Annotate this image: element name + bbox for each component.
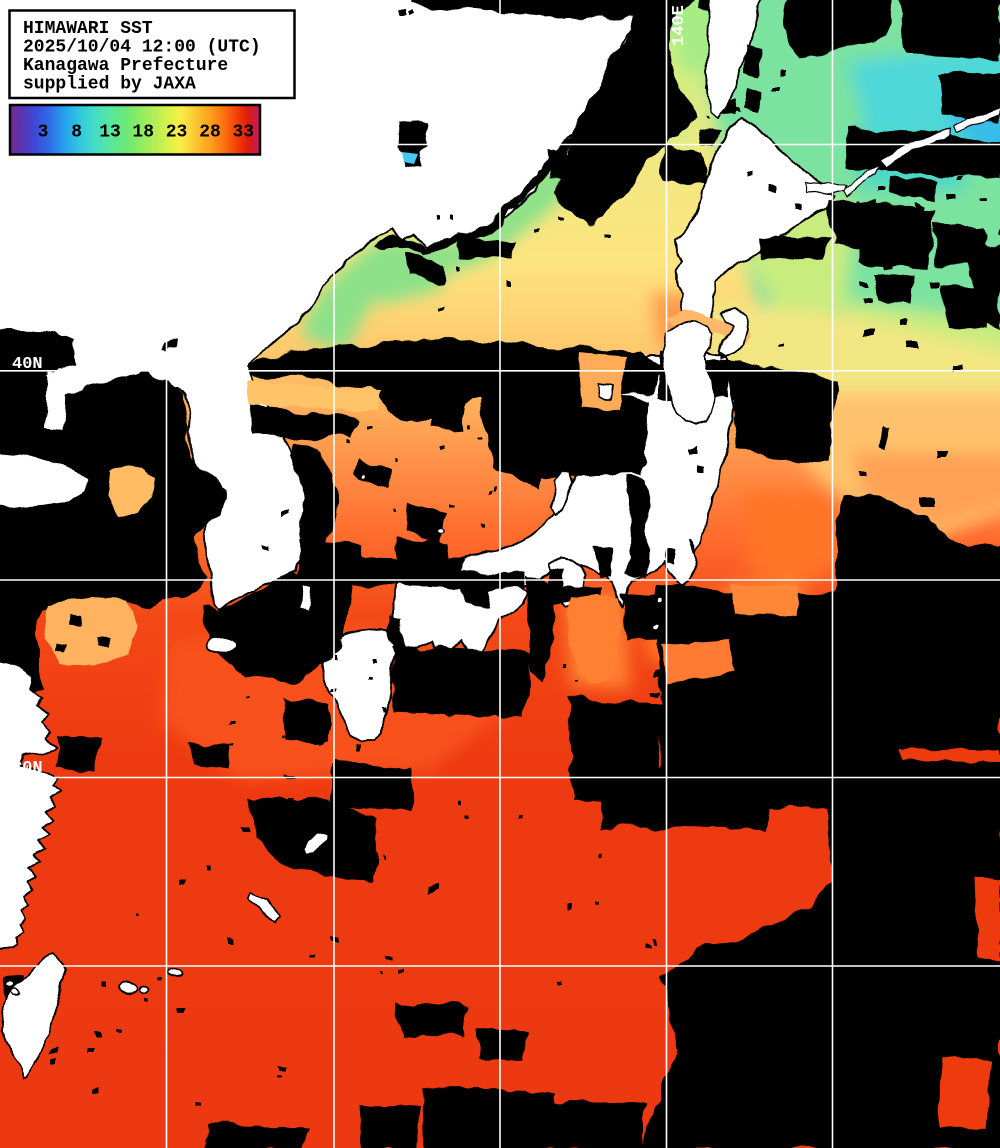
svg-text:2025/10/04 12:00 (UTC): 2025/10/04 12:00 (UTC) (23, 38, 261, 58)
svg-text:33: 33 (232, 123, 254, 143)
svg-text:3: 3 (38, 123, 49, 143)
svg-text:18: 18 (132, 123, 154, 143)
svg-text:23: 23 (166, 123, 188, 143)
svg-text:supplied by JAXA: supplied by JAXA (23, 75, 196, 95)
svg-text:8: 8 (71, 123, 82, 143)
svg-text:140E: 140E (670, 5, 689, 46)
svg-text:30N: 30N (12, 759, 43, 778)
svg-text:13: 13 (99, 123, 121, 143)
svg-text:HIMAWARI SST: HIMAWARI SST (23, 19, 153, 39)
svg-text:Kanagawa Prefecture: Kanagawa Prefecture (23, 56, 228, 76)
svg-text:28: 28 (199, 123, 221, 143)
svg-text:40N: 40N (12, 355, 43, 374)
